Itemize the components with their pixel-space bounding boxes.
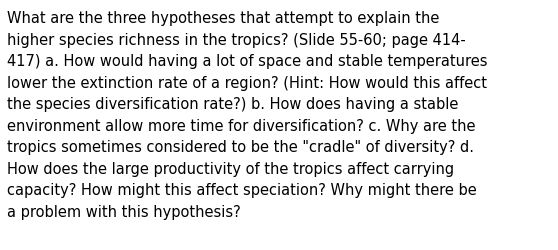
Text: What are the three hypotheses that attempt to explain the: What are the three hypotheses that attem… <box>7 11 439 26</box>
Text: environment allow more time for diversification? c. Why are the: environment allow more time for diversif… <box>7 118 475 133</box>
Text: How does the large productivity of the tropics affect carrying: How does the large productivity of the t… <box>7 161 454 176</box>
Text: lower the extinction rate of a region? (Hint: How would this affect: lower the extinction rate of a region? (… <box>7 76 487 90</box>
Text: tropics sometimes considered to be the "cradle" of diversity? d.: tropics sometimes considered to be the "… <box>7 140 474 155</box>
Text: higher species richness in the tropics? (Slide 55-60; page 414-: higher species richness in the tropics? … <box>7 33 465 48</box>
Text: capacity? How might this affect speciation? Why might there be: capacity? How might this affect speciati… <box>7 182 477 198</box>
Text: the species diversification rate?) b. How does having a stable: the species diversification rate?) b. Ho… <box>7 97 458 112</box>
Text: 417) a. How would having a lot of space and stable temperatures: 417) a. How would having a lot of space … <box>7 54 487 69</box>
Text: a problem with this hypothesis?: a problem with this hypothesis? <box>7 204 240 219</box>
